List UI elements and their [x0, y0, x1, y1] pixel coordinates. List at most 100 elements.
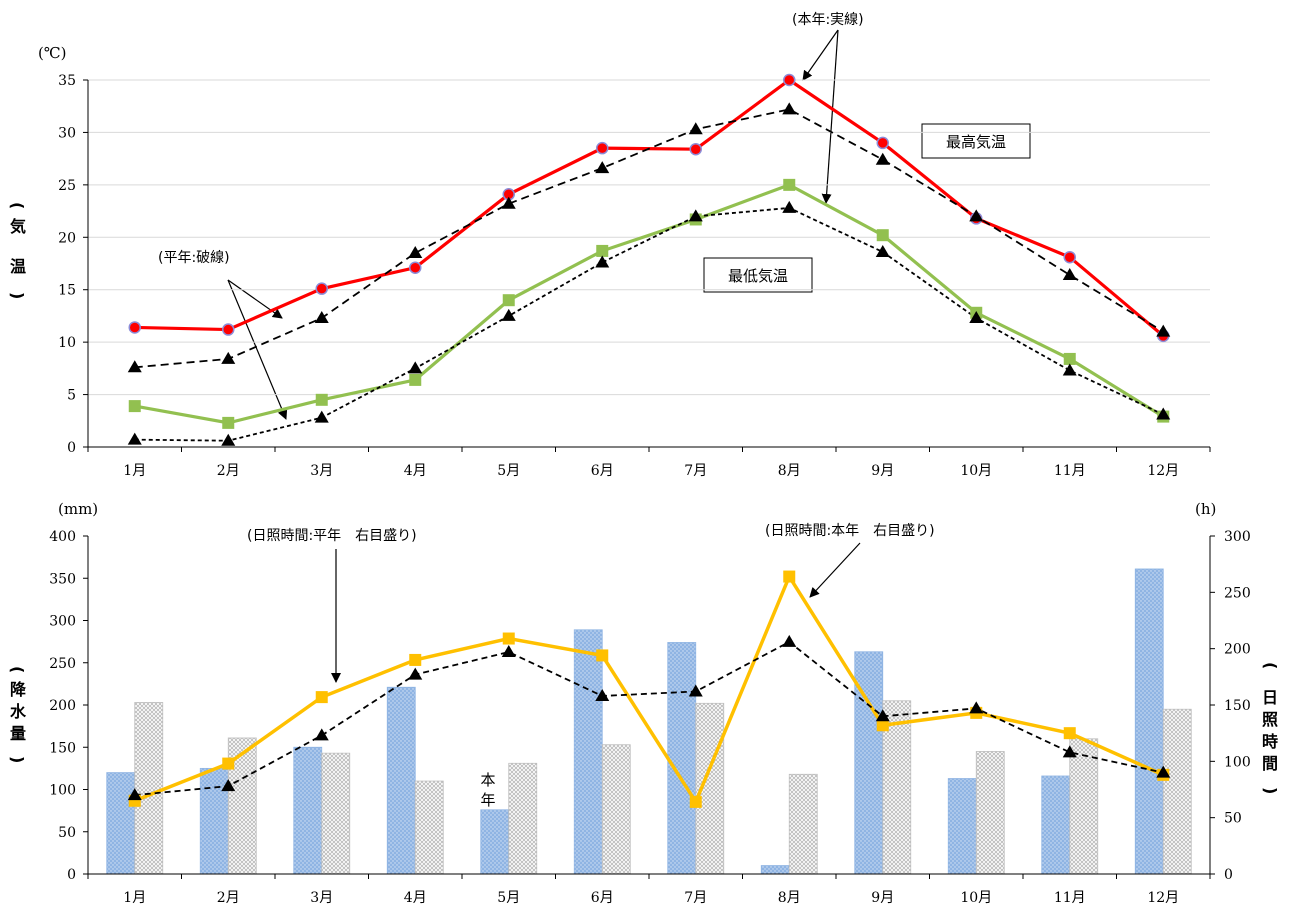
bar-label-this-year-char-1: 年 — [480, 791, 495, 809]
sunshine-normal-annotation: (日照時間:平年 右目盛り) — [247, 528, 417, 544]
precip-bar-normal-10 — [1069, 738, 1099, 875]
temp-point-0-2 — [315, 282, 328, 295]
temp-point-2-10 — [1063, 352, 1076, 365]
temp-ylabel-char-2: ( — [8, 202, 27, 209]
temp-point-3-3 — [408, 361, 423, 374]
precip-bar-normal-2 — [321, 752, 351, 875]
sunshine-actual-annotation: (日照時間:本年 右目盛り) — [765, 523, 935, 539]
temp-point-2-8 — [876, 229, 889, 242]
precip-sunshine-plot: 0 50 100 150 200 250 300 350 400 0 50 100 150 200 250 3… — [49, 529, 1250, 906]
sunshine-point-0-5 — [596, 649, 609, 662]
precip-xtick-label: 4月 — [404, 890, 427, 906]
temp-point-0-5 — [596, 141, 609, 155]
sunshine-ylabel-char-4: 間 — [1262, 754, 1278, 773]
temp-point-3-2 — [314, 410, 329, 423]
temp-xtick-label: 6月 — [591, 463, 614, 479]
temp-ytick-label: 30 — [58, 125, 76, 141]
temp-point-1-1 — [221, 351, 236, 364]
precip-bar-this-year-3 — [386, 686, 416, 875]
sunshine-point-0-6 — [689, 795, 702, 808]
temperature-plot: 0 5 10 15 20 25 30 35 1月 2月 3月 4月 5月 6月 7月 8月 9月 10月 11月 12… — [58, 73, 1211, 479]
temp-point-2-4 — [502, 294, 515, 307]
max-temp-label: 最高気温 — [946, 133, 1006, 151]
temp-series-line-2 — [134, 183, 1165, 425]
temp-point-1-6 — [688, 122, 703, 135]
precip-bar-this-year-11 — [1134, 568, 1164, 875]
precip-ytick-label: 150 — [49, 740, 76, 756]
sunshine-point-0-1 — [222, 757, 235, 770]
temp-ytick-label: 0 — [67, 440, 76, 456]
precip-unit-label: (mm) — [58, 500, 98, 518]
precip-xtick-label: 10月 — [960, 890, 992, 906]
precip-bar-normal-4 — [508, 762, 538, 875]
temp-point-1-4 — [501, 196, 516, 209]
sunshine-ytick-label: 0 — [1224, 867, 1233, 883]
sunshine-point-1-0 — [127, 788, 142, 801]
temp-actual-annotation: (本年:実線) — [792, 12, 864, 28]
precip-bar-normal-9 — [975, 751, 1005, 875]
precip-ylabel-char-2: 水 — [10, 702, 27, 721]
precip-bar-this-year-0 — [106, 772, 136, 875]
temp-ytick-label: 25 — [58, 178, 76, 194]
precip-bar-this-year-1 — [199, 767, 229, 875]
sunshine-point-1-3 — [408, 667, 423, 680]
temp-point-2-7 — [783, 178, 796, 191]
precip-bar-normal-7 — [788, 773, 818, 875]
actual-arrow-2 — [821, 29, 839, 204]
precip-xtick-label: 11月 — [1054, 890, 1086, 906]
sunshine-ylabel-char-0: ( — [1261, 662, 1280, 669]
precip-ytick-label: 250 — [49, 656, 76, 672]
temp-point-0-10 — [1063, 250, 1076, 264]
precip-bar-this-year-2 — [293, 746, 323, 875]
temp-xtick-label: 1月 — [123, 463, 146, 479]
precip-bar-this-year-10 — [1041, 775, 1071, 875]
temp-ylabel-char-0: 気 — [10, 217, 26, 236]
sunshine-point-0-2 — [315, 691, 328, 704]
max-temp-label-box — [921, 123, 1031, 159]
sunshine-ylabel-char-5: ) — [1261, 787, 1280, 794]
temp-point-3-9 — [969, 311, 984, 324]
temp-point-3-1 — [221, 433, 236, 446]
precip-xtick-label: 1月 — [123, 890, 146, 906]
precip-bar-this-year-6 — [667, 642, 697, 875]
temp-xtick-label: 4月 — [404, 463, 427, 479]
precip-xtick-label: 3月 — [310, 890, 333, 906]
precip-bar-normal-5 — [601, 744, 631, 875]
sunshine-point-0-8 — [876, 719, 889, 732]
sunshine-ytick-label: 200 — [1224, 642, 1251, 658]
temp-point-0-3 — [409, 261, 422, 274]
temp-xtick-label: 2月 — [217, 463, 240, 479]
sunshine-ytick-label: 300 — [1224, 529, 1251, 545]
temp-xtick-label: 8月 — [778, 463, 801, 479]
temp-ytick-label: 20 — [58, 230, 76, 246]
bar-label-this-year-char-0: 本 — [480, 771, 495, 789]
temp-point-3-6 — [688, 209, 703, 222]
sunshine-ytick-label: 50 — [1224, 811, 1242, 827]
temp-xtick-label: 5月 — [497, 463, 520, 479]
sunshine-ytick-label: 100 — [1224, 754, 1251, 770]
precip-ytick-label: 200 — [49, 698, 76, 714]
sunshine-ylabel-char-3: 時 — [1262, 732, 1278, 751]
temp-point-1-7 — [782, 102, 797, 115]
temp-point-3-8 — [875, 244, 890, 257]
temp-normal-annotation: (平年:破線) — [158, 250, 230, 266]
temp-point-3-7 — [782, 200, 797, 213]
sunshine-point-1-1 — [221, 779, 236, 792]
sunshine-point-1-9 — [969, 701, 984, 714]
sunshine-point-1-8 — [875, 709, 890, 722]
temp-xtick-label: 12月 — [1147, 463, 1179, 479]
temp-ytick-label: 35 — [58, 73, 76, 89]
temp-point-1-8 — [875, 152, 890, 165]
temp-point-2-2 — [315, 393, 328, 406]
precip-ytick-label: 400 — [49, 529, 76, 545]
sunshine-point-0-4 — [502, 632, 515, 645]
precip-bar-normal-11 — [1162, 708, 1192, 875]
temp-point-1-3 — [408, 246, 423, 259]
temp-point-1-5 — [595, 161, 610, 174]
temp-point-3-11 — [1156, 407, 1171, 420]
temp-point-1-9 — [969, 209, 984, 222]
precip-bar-normal-3 — [414, 780, 444, 875]
min-temp-label: 最低気温 — [728, 267, 788, 285]
precip-xtick-label: 9月 — [871, 890, 894, 906]
sunshine-ylabel-char-2: 照 — [1262, 710, 1278, 729]
